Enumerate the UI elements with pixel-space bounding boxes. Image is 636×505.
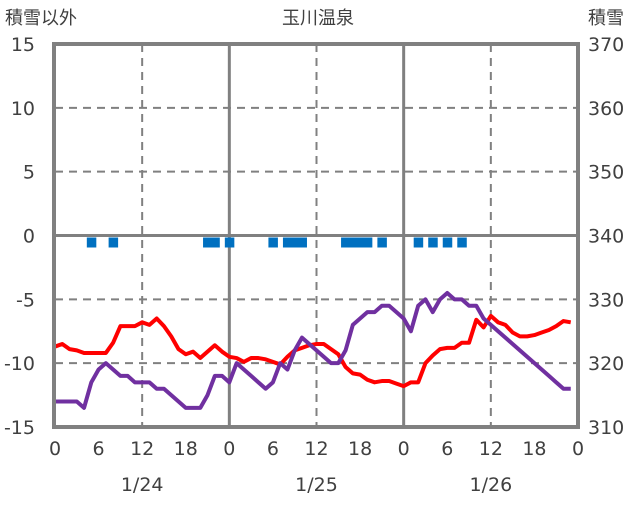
left-tick-label: 15 bbox=[11, 34, 35, 56]
right-axis-title: 積雪 bbox=[588, 8, 624, 29]
precip-marker bbox=[348, 237, 358, 248]
precip-markers bbox=[86, 237, 467, 248]
right-tick-label: 320 bbox=[588, 353, 624, 375]
x-tick-label: 0 bbox=[49, 438, 61, 460]
x-tick-label: 0 bbox=[572, 438, 584, 460]
plot-frame bbox=[52, 42, 580, 429]
precip-marker bbox=[297, 237, 307, 248]
x-tick-label: 12 bbox=[304, 438, 328, 460]
precip-marker bbox=[108, 237, 119, 248]
precip-marker bbox=[203, 237, 213, 248]
x-tick-label: 6 bbox=[267, 438, 279, 460]
date-label: 1/26 bbox=[469, 474, 512, 496]
precip-marker bbox=[442, 237, 453, 248]
left-axis-title: 積雪以外 bbox=[5, 8, 77, 29]
x-tick-label: 18 bbox=[522, 438, 546, 460]
precip-marker bbox=[457, 237, 467, 248]
precip-marker bbox=[86, 237, 97, 248]
precip-marker bbox=[341, 237, 351, 248]
precip-marker bbox=[224, 237, 235, 248]
series-lines bbox=[54, 290, 572, 410]
date-label: 1/25 bbox=[295, 474, 338, 496]
snow-depth-line bbox=[55, 290, 571, 410]
x-tick-label: 12 bbox=[479, 438, 503, 460]
x-tick-label: 6 bbox=[93, 438, 105, 460]
right-tick-label: 360 bbox=[588, 98, 624, 120]
x-tick-label: 18 bbox=[348, 438, 372, 460]
precip-marker bbox=[210, 237, 220, 248]
precip-marker bbox=[282, 237, 293, 248]
x-tick-label: 18 bbox=[174, 438, 198, 460]
x-tick-label: 6 bbox=[441, 438, 453, 460]
right-tick-label: 370 bbox=[588, 34, 624, 56]
left-tick-label: -5 bbox=[16, 289, 35, 311]
left-tick-label: 5 bbox=[23, 162, 35, 184]
chart-title: 玉川温泉 bbox=[282, 8, 354, 29]
x-tick-label: 0 bbox=[398, 438, 410, 460]
x-tick-label: 12 bbox=[130, 438, 154, 460]
precip-marker bbox=[268, 237, 278, 248]
left-tick-label: 10 bbox=[11, 98, 35, 120]
precip-marker bbox=[428, 237, 438, 248]
precip-marker bbox=[355, 237, 366, 248]
right-tick-label: 310 bbox=[588, 417, 624, 439]
left-tick-label: -10 bbox=[4, 353, 35, 375]
precip-marker bbox=[377, 237, 387, 248]
right-tick-label: 330 bbox=[588, 289, 624, 311]
left-tick-label: -15 bbox=[4, 417, 35, 439]
precip-marker bbox=[362, 237, 373, 248]
date-label: 1/24 bbox=[121, 474, 164, 496]
precip-marker bbox=[413, 237, 424, 248]
right-tick-label: 340 bbox=[588, 226, 624, 248]
left-tick-label: 0 bbox=[23, 226, 35, 248]
right-tick-label: 350 bbox=[588, 162, 624, 184]
x-tick-label: 0 bbox=[223, 438, 235, 460]
gridlines bbox=[55, 44, 578, 427]
precip-marker bbox=[290, 237, 300, 248]
